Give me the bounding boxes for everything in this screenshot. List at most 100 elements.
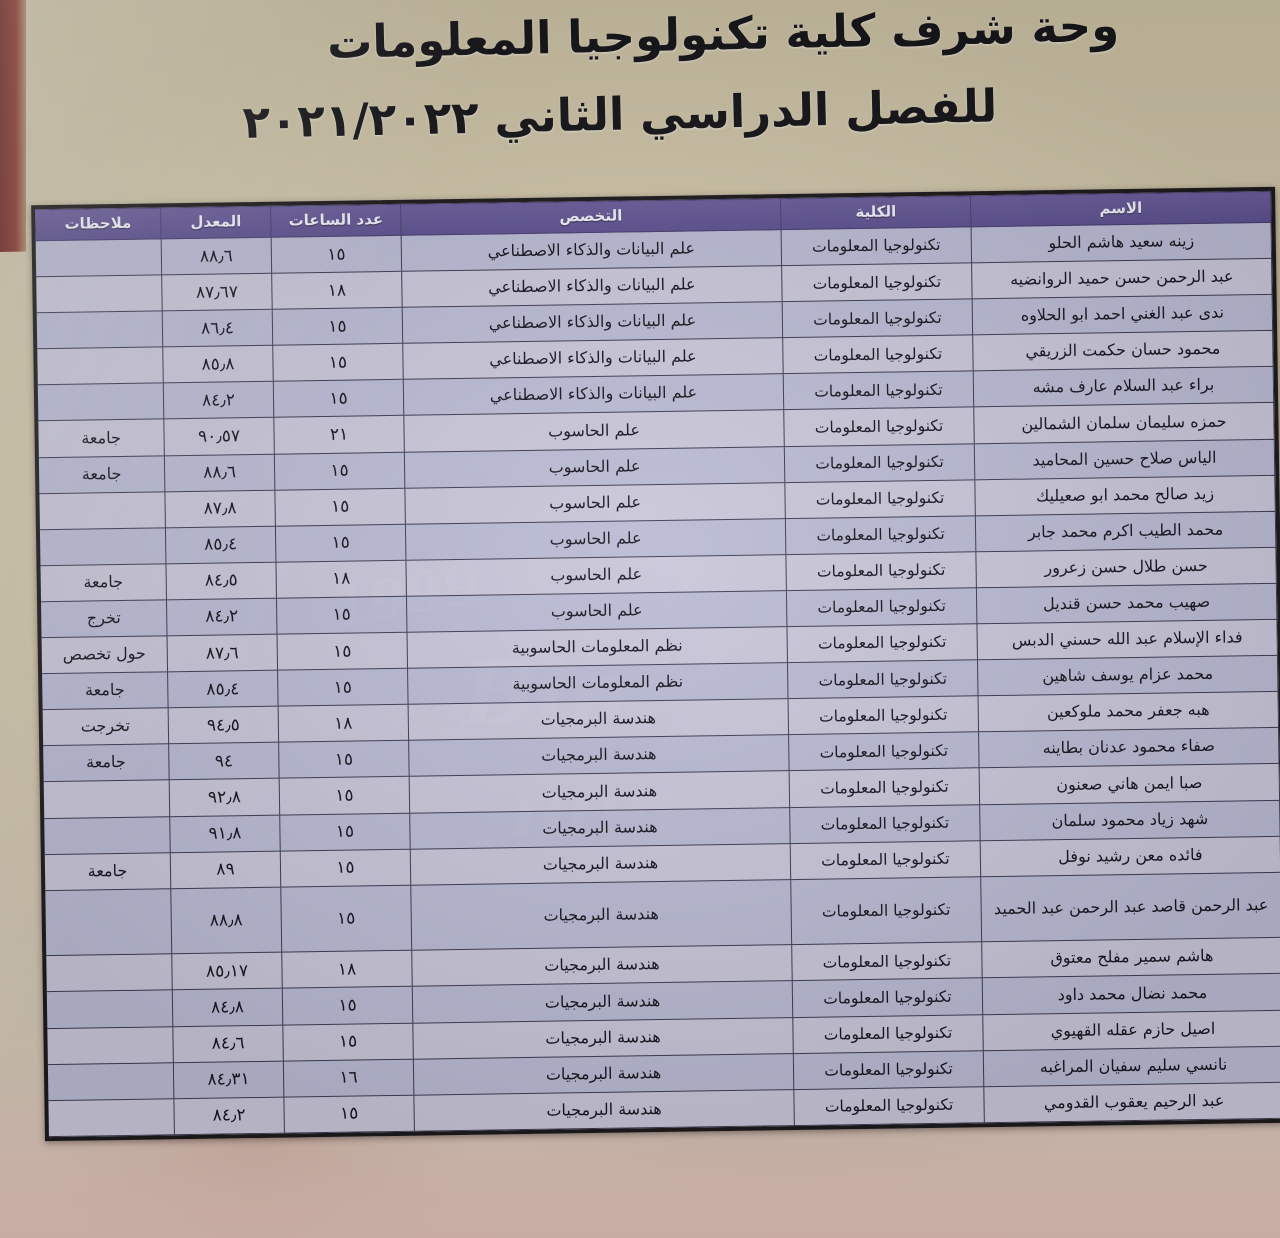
student-faculty: تكنولوجيا المعلومات: [791, 942, 983, 981]
student-gpa: ٩٠٫٥٧: [163, 417, 275, 456]
student-specialization: هندسة البرمجيات: [413, 1053, 794, 1095]
student-faculty: تكنولوجيا المعلومات: [792, 1014, 984, 1054]
student-faculty: تكنولوجيا المعلومات: [786, 623, 978, 663]
student-note: [43, 816, 171, 855]
student-name: عبد الرحمن قاصد عبد الرحمن عبد الحميد: [980, 872, 1280, 943]
column-header-hours: عدد الساعات: [270, 204, 402, 238]
student-gpa: ٨٤٫٨: [172, 988, 283, 1027]
student-gpa: ٨٧٫٨: [164, 489, 276, 528]
student-faculty: تكنولوجيا المعلومات: [786, 587, 977, 627]
student-faculty: تكنولوجيا المعلومات: [783, 371, 974, 411]
student-faculty: تكنولوجيا المعلومات: [782, 299, 973, 338]
student-faculty: تكنولوجيا المعلومات: [782, 335, 974, 375]
student-specialization: هندسة البرمجيات: [409, 771, 790, 813]
student-hours: ١٥: [283, 1094, 415, 1134]
student-faculty: تكنولوجيا المعلومات: [783, 407, 975, 447]
student-hours: ١٥: [280, 884, 412, 953]
student-gpa: ٩٤: [168, 742, 280, 781]
student-name: فداء الإسلام عبد الله حسني الدبس: [976, 619, 1278, 660]
student-name: عبد الرحمن حسن حميد الروانضيه: [971, 258, 1273, 300]
student-name: محمد الطيب اكرم محمد جابر: [975, 511, 1276, 552]
student-gpa: ٨٥٫٨: [162, 345, 274, 384]
student-gpa: ٨٥٫١٧: [171, 952, 283, 991]
student-gpa: ٨٤٫٢: [166, 598, 278, 636]
student-specialization: علم البيانات والذكاء الاصطناعي: [402, 337, 784, 380]
student-note: [43, 780, 170, 819]
student-specialization: هندسة البرمجيات: [412, 980, 793, 1023]
student-note: [36, 311, 163, 349]
student-name: صفاء محمود عدنان بطاينه: [978, 727, 1280, 769]
student-specialization: علم الحاسوب: [403, 410, 785, 452]
student-gpa: ٨٤٫٣١: [173, 1060, 284, 1099]
student-hours: ١٥: [282, 1022, 414, 1061]
student-hours: ١٥: [272, 343, 404, 382]
student-faculty: تكنولوجيا المعلومات: [785, 515, 976, 555]
student-specialization: هندسة البرمجيات: [409, 807, 791, 849]
student-gpa: ٩١٫٨: [169, 814, 281, 853]
student-note: [35, 238, 162, 277]
student-note: [46, 990, 173, 1029]
student-faculty: تكنولوجيا المعلومات: [785, 551, 977, 591]
student-specialization: هندسة البرمجيات: [410, 843, 791, 885]
student-name: صهيب محمد حسن قنديل: [976, 583, 1277, 624]
student-name: محمد عزام يوسف شاهين: [977, 655, 1278, 697]
student-note: [39, 527, 166, 566]
student-specialization: علم الحاسوب: [405, 518, 786, 561]
student-hours: ١٨: [281, 950, 413, 989]
student-hours: ١٦: [283, 1058, 414, 1097]
student-name: حسن طلال حسن زعرور: [975, 547, 1277, 588]
student-note: [46, 1026, 174, 1065]
student-hours: ١٥: [279, 776, 410, 815]
student-gpa: ٩٢٫٨: [169, 778, 280, 817]
student-faculty: تكنولوجيا المعلومات: [792, 978, 983, 1018]
student-note: [47, 1062, 174, 1101]
table-body: زينه سعيد هاشم الحلو تكنولوجيا المعلومات ع…: [35, 222, 1280, 1137]
student-specialization: علم البيانات والذكاء الاصطناعي: [401, 229, 782, 272]
student-hours: ١٥: [271, 235, 402, 274]
student-faculty: تكنولوجيا المعلومات: [784, 443, 975, 483]
column-header-faculty: الكلية: [780, 195, 972, 230]
student-specialization: علم الحاسوب: [404, 482, 786, 525]
student-faculty: تكنولوجيا المعلومات: [790, 876, 982, 945]
student-name: براء عبد السلام عارف مشه: [973, 366, 1274, 408]
student-gpa: ٨٥٫٤: [167, 670, 279, 709]
student-hours: ١٥: [273, 379, 404, 418]
student-name: زيد صالح محمد ابو صعيليك: [974, 475, 1276, 516]
student-hours: ٢١: [273, 415, 405, 454]
student-faculty: تكنولوجيا المعلومات: [793, 1050, 984, 1090]
student-hours: ١٥: [282, 986, 413, 1025]
student-hours: ١٨: [275, 560, 407, 599]
student-note: [45, 954, 173, 993]
student-specialization: هندسة البرمجيات: [411, 944, 793, 987]
student-faculty: تكنولوجيا المعلومات: [793, 1086, 985, 1126]
student-name: عبد الرحيم يعقوب القدومي: [983, 1081, 1280, 1123]
student-name: زينه سعيد هاشم الحلو: [971, 222, 1272, 263]
student-faculty: تكنولوجيا المعلومات: [781, 262, 973, 302]
column-header-notes: ملاحظات: [34, 207, 162, 241]
page-title: وحة شرف كلية تكنولوجيا المعلومات للفصل ا…: [59, 0, 1240, 159]
student-note: [35, 274, 163, 313]
student-name: ندى عبد الغني احمد ابو الحلاوه: [972, 294, 1273, 336]
student-gpa: ٨٤٫٥: [165, 562, 277, 600]
student-name: حمزه سليمان سلمان الشمالين: [973, 402, 1275, 444]
student-note: جامعة: [37, 419, 165, 458]
student-hours: ١٨: [278, 704, 409, 743]
student-hours: ١٥: [277, 668, 409, 707]
student-faculty: تكنولوجيا المعلومات: [781, 226, 972, 266]
student-note: جامعة: [44, 852, 171, 891]
student-specialization: هندسة البرمجيات: [410, 879, 792, 951]
student-faculty: تكنولوجيا المعلومات: [789, 804, 981, 844]
student-gpa: ٨٩: [170, 850, 281, 889]
student-note: [38, 491, 166, 530]
student-faculty: تكنولوجيا المعلومات: [787, 659, 979, 699]
student-hours: ١٥: [278, 740, 410, 779]
student-note: تخرجت: [42, 708, 169, 746]
student-hours: ١٨: [271, 271, 403, 310]
student-gpa: ٨٤٫٢: [163, 381, 274, 420]
student-hours: ١٥: [276, 596, 408, 635]
student-name: محمد نضال محمد داود: [982, 973, 1280, 1015]
student-faculty: تكنولوجيا المعلومات: [790, 840, 981, 880]
student-faculty: تكنولوجيا المعلومات: [784, 479, 976, 519]
honor-board-table-frame: 1999 Bin mm الاسم الكلية التخصص عدد السا…: [31, 186, 1280, 1142]
student-hours: ١٥: [277, 632, 408, 671]
